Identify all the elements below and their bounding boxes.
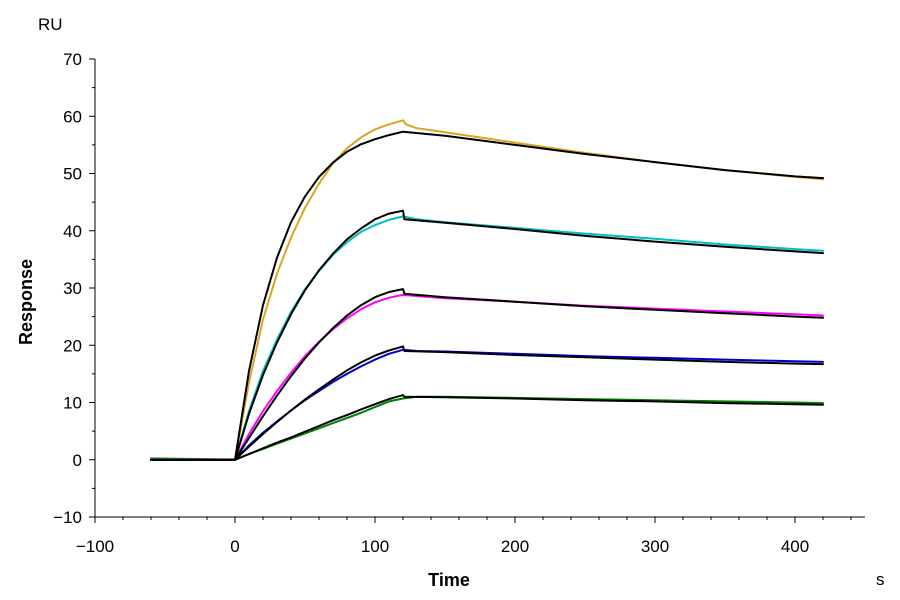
fit-curve (150, 288, 824, 461)
y-tick-label: 50 (63, 165, 82, 184)
fit-curve (150, 130, 824, 461)
y-tick-label: 20 (63, 336, 82, 355)
y-tick-label: −10 (53, 508, 82, 527)
x-axis-title: Time (428, 570, 470, 590)
y-axis-title: Response (16, 259, 36, 345)
fit-curve (150, 394, 824, 461)
axes (94, 59, 865, 518)
y-tick-label: 40 (63, 222, 82, 241)
y-tick-label: 60 (63, 107, 82, 126)
fit-curve (150, 209, 824, 461)
y-tick-label: 10 (63, 394, 82, 413)
x-unit-label: s (876, 570, 885, 589)
x-tick-label: 0 (230, 537, 239, 556)
y-tick-label: 30 (63, 279, 82, 298)
y-tick-label: 70 (63, 50, 82, 69)
curves (150, 119, 824, 461)
y-unit-label: RU (38, 15, 63, 34)
x-tick-label: 300 (641, 537, 669, 556)
y-tick-label: 0 (73, 451, 82, 470)
x-tick-label: 100 (361, 537, 389, 556)
x-tick-label: 400 (781, 537, 809, 556)
response-curve (150, 215, 824, 461)
x-tick-label: −100 (76, 537, 114, 556)
tick-marks (89, 58, 852, 523)
x-tick-label: 200 (501, 537, 529, 556)
fit-curve (150, 345, 824, 461)
